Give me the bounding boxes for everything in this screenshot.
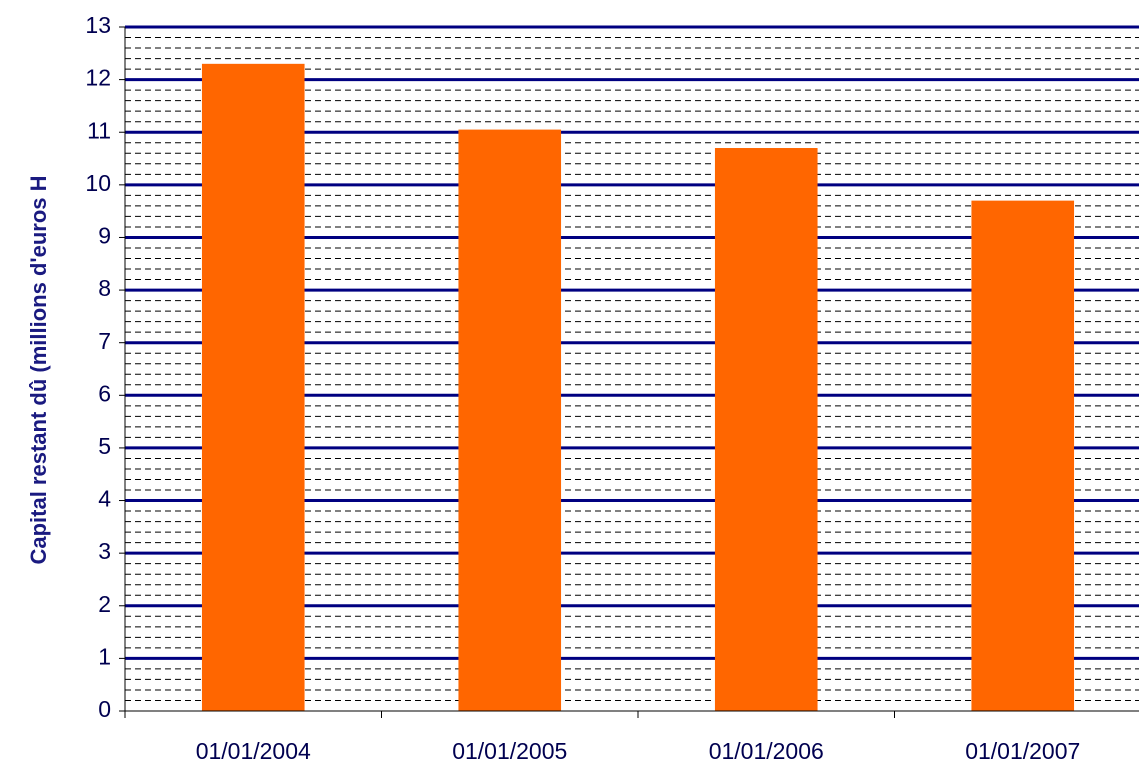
bar	[458, 129, 562, 712]
x-tick-label: 01/01/2005	[452, 738, 567, 764]
y-tick-label: 4	[98, 486, 111, 512]
y-tick-label: 0	[98, 696, 111, 722]
bar	[971, 200, 1075, 711]
y-tick-label: 11	[87, 117, 111, 143]
bar	[714, 148, 818, 711]
y-axis-label: Capital restant dû (millions d'euros H	[26, 175, 51, 564]
y-tick-label: 12	[85, 65, 111, 91]
y-tick-label: 9	[98, 223, 111, 249]
bar	[201, 63, 305, 712]
y-tick-label: 3	[98, 538, 111, 564]
y-tick-label: 7	[98, 328, 111, 354]
y-tick-label: 2	[98, 591, 111, 617]
y-tick-label: 6	[98, 380, 111, 406]
x-tick-label: 01/01/2007	[965, 738, 1080, 764]
y-tick-label: 10	[85, 170, 111, 196]
y-tick-label: 1	[98, 643, 111, 669]
y-tick-label: 8	[98, 275, 111, 301]
x-tick-label: 01/01/2006	[709, 738, 824, 764]
y-tick-label: 5	[98, 433, 111, 459]
x-tick-label: 01/01/2004	[196, 738, 311, 764]
y-tick-label: 13	[85, 12, 111, 38]
